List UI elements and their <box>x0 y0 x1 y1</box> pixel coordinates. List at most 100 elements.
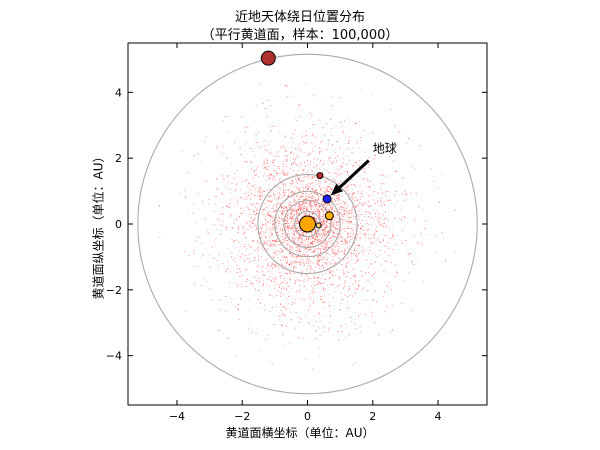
neo-point <box>317 246 319 248</box>
neo-point <box>320 229 322 231</box>
neo-point <box>326 244 328 246</box>
neo-point <box>291 234 293 236</box>
y-axis-label: 黄道面纵坐标（单位：AU） <box>91 150 106 300</box>
neo-point <box>385 195 387 197</box>
neo-point <box>300 236 302 238</box>
neo-point <box>261 213 263 215</box>
neo-point <box>281 206 283 208</box>
neo-point <box>286 298 288 300</box>
neo-point <box>287 96 289 98</box>
neo-point <box>258 281 260 283</box>
neo-point <box>293 209 295 211</box>
neo-point <box>263 141 265 143</box>
neo-point <box>334 229 336 231</box>
neo-point <box>326 149 328 151</box>
neo-point <box>322 223 324 225</box>
neo-point <box>341 206 343 208</box>
neo-point <box>316 212 318 214</box>
neo-point <box>414 168 416 170</box>
neo-point <box>244 221 246 223</box>
neo-point <box>323 222 325 224</box>
neo-point <box>295 156 297 158</box>
neo-point <box>437 187 439 189</box>
neo-point <box>402 216 404 218</box>
neo-point <box>246 126 248 128</box>
neo-point <box>280 229 282 231</box>
neo-point <box>295 279 297 281</box>
neo-point <box>263 172 265 174</box>
neo-point <box>331 161 333 163</box>
neo-point <box>244 259 246 261</box>
neo-point <box>281 210 283 212</box>
neo-point <box>282 191 284 193</box>
neo-point <box>342 162 344 164</box>
neo-point <box>217 190 219 192</box>
neo-point <box>319 248 321 250</box>
neo-point <box>211 246 213 248</box>
neo-point <box>269 360 271 362</box>
neo-point <box>278 155 280 157</box>
neo-point <box>273 256 275 258</box>
neo-point <box>318 248 320 250</box>
neo-point <box>239 212 241 214</box>
neo-point <box>340 213 342 215</box>
neo-point <box>282 256 284 258</box>
neo-point <box>374 232 376 234</box>
neo-point <box>321 215 323 217</box>
neo-point <box>292 218 294 220</box>
neo-point <box>239 284 241 286</box>
neo-point <box>273 244 275 246</box>
neo-point <box>287 229 289 231</box>
neo-point <box>323 287 325 289</box>
neo-point <box>313 185 315 187</box>
neo-point <box>297 229 299 231</box>
neo-point <box>222 193 224 195</box>
neo-point <box>350 232 352 234</box>
neo-point <box>318 327 320 329</box>
neo-point <box>322 215 324 217</box>
neo-point <box>300 262 302 264</box>
neo-point <box>377 238 379 240</box>
neo-point <box>295 257 297 259</box>
neo-point <box>265 259 267 261</box>
neo-point <box>288 195 290 197</box>
neo-point <box>317 260 319 262</box>
neo-point <box>326 230 328 232</box>
neo-point <box>344 230 346 232</box>
neo-point <box>318 255 320 257</box>
neo-point <box>200 242 202 244</box>
neo-point <box>216 178 218 180</box>
neo-point <box>216 259 218 261</box>
neo-point <box>281 324 283 326</box>
neo-point <box>297 219 299 221</box>
neo-point <box>319 282 321 284</box>
neo-point <box>299 244 301 246</box>
neo-point <box>292 238 294 240</box>
neo-point <box>346 240 348 242</box>
neo-point <box>255 209 257 211</box>
neo-point <box>382 239 384 241</box>
neo-point <box>338 221 340 223</box>
neo-point <box>300 241 302 243</box>
neo-point <box>345 266 347 268</box>
neo-point <box>328 172 330 174</box>
neo-point <box>297 199 299 201</box>
neo-point <box>293 209 295 211</box>
neo-point <box>289 235 291 237</box>
neo-point <box>159 205 161 207</box>
neo-point <box>241 275 243 277</box>
neo-point <box>309 296 311 298</box>
neo-point <box>302 209 304 211</box>
neo-point <box>355 215 357 217</box>
neo-point <box>314 190 316 192</box>
neo-point <box>302 270 304 272</box>
neo-point <box>287 259 289 261</box>
neo-point <box>233 259 235 261</box>
neo-point <box>284 234 286 236</box>
neo-point <box>315 229 317 231</box>
neo-point <box>316 283 318 285</box>
neo-point <box>252 185 254 187</box>
neo-point <box>303 231 305 233</box>
neo-point <box>246 278 248 280</box>
neo-point <box>342 131 344 133</box>
